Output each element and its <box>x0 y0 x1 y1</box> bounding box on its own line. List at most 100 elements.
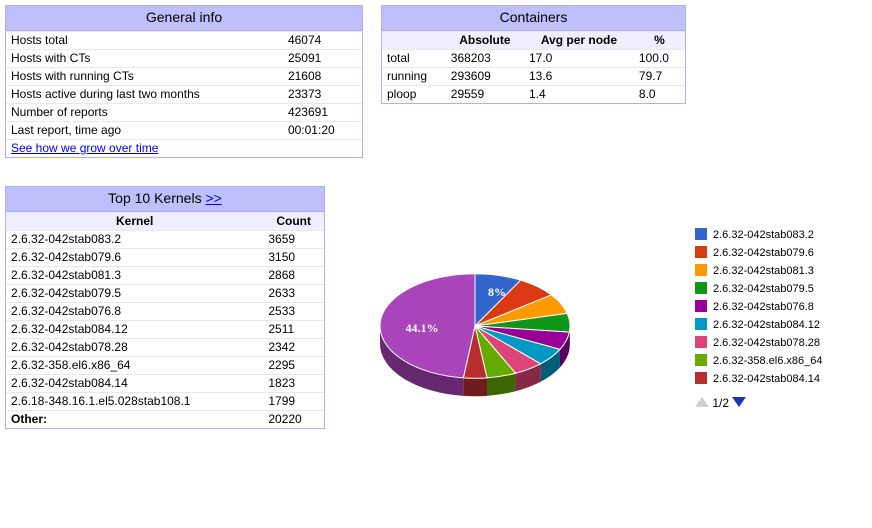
containers-table: AbsoluteAvg per node% total36820317.0100.… <box>382 31 685 103</box>
legend-pager: 1/2 <box>695 396 865 410</box>
kernel-count: 3150 <box>263 249 324 267</box>
general-row-label: Last report, time ago <box>6 122 283 140</box>
general-row-label: Hosts with CTs <box>6 50 283 68</box>
kernels-header: Count <box>263 213 324 231</box>
legend-label: 2.6.32-042stab079.5 <box>713 283 814 295</box>
legend-swatch <box>695 228 707 240</box>
general-row-label: Hosts with running CTs <box>6 68 283 86</box>
containers-avg: 1.4 <box>524 86 634 104</box>
legend-item[interactable]: 2.6.32-042stab081.3 <box>695 262 865 280</box>
containers-header <box>382 32 446 50</box>
kernel-count: 1823 <box>263 375 324 393</box>
kernels-header: Kernel <box>6 213 263 231</box>
containers-row-label: total <box>382 50 446 68</box>
legend-label: 2.6.32-042stab079.6 <box>713 247 814 259</box>
kernel-name: 2.6.32-042stab081.3 <box>6 267 263 285</box>
general-info-title: General info <box>6 6 362 31</box>
legend-label: 2.6.32-042stab083.2 <box>713 229 814 241</box>
pager-text: 1/2 <box>712 396 729 410</box>
kernel-name: 2.6.32-042stab083.2 <box>6 231 263 249</box>
containers-title: Containers <box>382 6 685 31</box>
general-row-value: 21608 <box>283 68 362 86</box>
containers-pct: 8.0 <box>634 86 685 104</box>
general-info-table: Hosts total46074Hosts with CTs25091Hosts… <box>6 31 362 157</box>
legend-swatch <box>695 246 707 258</box>
pie-label: 8% <box>488 285 506 299</box>
legend-swatch <box>695 264 707 276</box>
kernel-name: 2.6.32-358.el6.x86_64 <box>6 357 263 375</box>
legend-swatch <box>695 372 707 384</box>
kernel-count: 1799 <box>263 393 324 411</box>
general-row-value: 25091 <box>283 50 362 68</box>
kernel-name: 2.6.32-042stab084.14 <box>6 375 263 393</box>
legend-label: 2.6.32-042stab081.3 <box>713 265 814 277</box>
kernel-other-label: Other: <box>6 411 263 429</box>
general-row-value: 00:01:20 <box>283 122 362 140</box>
kernels-panel: Top 10 Kernels >> KernelCount2.6.32-042s… <box>5 186 325 429</box>
containers-pct: 79.7 <box>634 68 685 86</box>
kernel-count: 2342 <box>263 339 324 357</box>
legend-item[interactable]: 2.6.32-042stab079.6 <box>695 244 865 262</box>
kernels-pie-chart: 8% 44.1% <box>355 216 655 456</box>
legend-swatch <box>695 282 707 294</box>
kernel-count: 2511 <box>263 321 324 339</box>
kernel-name: 2.6.32-042stab079.5 <box>6 285 263 303</box>
containers-row-label: running <box>382 68 446 86</box>
legend-label: 2.6.32-042stab078.28 <box>713 337 820 349</box>
legend-label: 2.6.32-042stab084.14 <box>713 373 820 385</box>
containers-absolute: 293609 <box>446 68 524 86</box>
kernel-count: 2533 <box>263 303 324 321</box>
general-row-value: 23373 <box>283 86 362 104</box>
containers-avg: 13.6 <box>524 68 634 86</box>
containers-header: Avg per node <box>524 32 634 50</box>
legend-item[interactable]: 2.6.32-358.el6.x86_64 <box>695 352 865 370</box>
kernel-count: 2633 <box>263 285 324 303</box>
containers-header: Absolute <box>446 32 524 50</box>
containers-absolute: 29559 <box>446 86 524 104</box>
containers-pct: 100.0 <box>634 50 685 68</box>
legend-swatch <box>695 300 707 312</box>
pager-prev-icon[interactable] <box>695 397 709 407</box>
kernels-chart-block: 8%44.1% 2.6.32-042stab083.22.6.32-042sta… <box>355 186 865 459</box>
legend-item[interactable]: 2.6.32-042stab078.28 <box>695 334 865 352</box>
kernels-table: KernelCount2.6.32-042stab083.236592.6.32… <box>6 212 324 428</box>
legend-item[interactable]: 2.6.32-042stab083.2 <box>695 226 865 244</box>
pager-next-icon[interactable] <box>732 397 746 407</box>
legend-item[interactable]: 2.6.32-042stab079.5 <box>695 280 865 298</box>
kernel-name: 2.6.32-042stab084.12 <box>6 321 263 339</box>
general-row-value: 46074 <box>283 32 362 50</box>
grow-link[interactable]: See how we grow over time <box>11 141 158 155</box>
kernel-count: 3659 <box>263 231 324 249</box>
pie-label: 44.1% <box>406 321 439 335</box>
legend-label: 2.6.32-042stab084.12 <box>713 319 820 331</box>
legend-item[interactable]: 2.6.32-042stab084.14 <box>695 370 865 388</box>
kernel-name: 2.6.32-042stab078.28 <box>6 339 263 357</box>
kernel-name: 2.6.18-348.16.1.el5.028stab108.1 <box>6 393 263 411</box>
kernels-legend: 2.6.32-042stab083.2 2.6.32-042stab079.6 2.… <box>695 186 865 410</box>
containers-panel: Containers AbsoluteAvg per node% total368… <box>381 5 686 104</box>
kernel-name: 2.6.32-042stab076.8 <box>6 303 263 321</box>
general-row-label: Hosts active during last two months <box>6 86 283 104</box>
kernels-title: Top 10 Kernels >> <box>6 187 324 212</box>
general-info-panel: General info Hosts total46074Hosts with … <box>5 5 363 158</box>
general-row-label: Number of reports <box>6 104 283 122</box>
legend-swatch <box>695 354 707 366</box>
legend-item[interactable]: 2.6.32-042stab084.12 <box>695 316 865 334</box>
containers-absolute: 368203 <box>446 50 524 68</box>
kernel-other-count: 20220 <box>263 411 324 429</box>
legend-label: 2.6.32-358.el6.x86_64 <box>713 355 822 367</box>
kernel-count: 2868 <box>263 267 324 285</box>
kernel-count: 2295 <box>263 357 324 375</box>
legend-item[interactable]: 2.6.32-042stab076.8 <box>695 298 865 316</box>
containers-row-label: ploop <box>382 86 446 104</box>
containers-header: % <box>634 32 685 50</box>
kernel-name: 2.6.32-042stab079.6 <box>6 249 263 267</box>
general-row-value: 423691 <box>283 104 362 122</box>
legend-label: 2.6.32-042stab076.8 <box>713 301 814 313</box>
legend-swatch <box>695 318 707 330</box>
general-row-label: Hosts total <box>6 32 283 50</box>
kernels-title-text: Top 10 Kernels <box>108 190 205 206</box>
legend-swatch <box>695 336 707 348</box>
containers-avg: 17.0 <box>524 50 634 68</box>
kernels-more-link[interactable]: >> <box>205 190 221 206</box>
